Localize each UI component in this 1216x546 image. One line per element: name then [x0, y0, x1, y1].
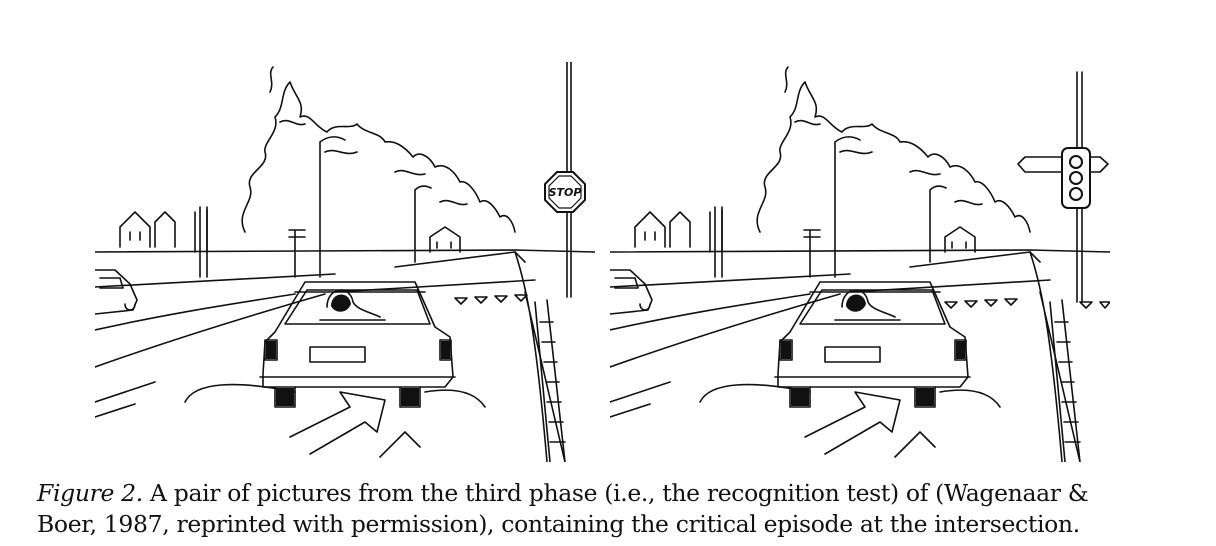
street-lamp-1 [835, 137, 860, 277]
car-wheel-fill-left [276, 388, 294, 406]
road-arrow-3 [895, 432, 935, 457]
caption-line-1: Figure 2. A pair of pictures from the th… [37, 478, 1187, 509]
left-illustration: STOP [95, 62, 595, 462]
caption-line-2: Boer, 1987, reprinted with permission), … [37, 510, 1080, 538]
car-plate [310, 347, 365, 362]
curb [1050, 300, 1080, 462]
curb-hatch [540, 322, 565, 442]
road-left [610, 294, 840, 367]
traffic-light-lamp-middle [1070, 172, 1082, 184]
stop-sign-text: STOP [549, 186, 582, 199]
traffic-light [1062, 148, 1090, 208]
caption-text-1: A pair of pictures from the third phase … [150, 479, 1089, 507]
street-lamp-1 [320, 137, 345, 277]
road-arrow-2 [805, 392, 900, 454]
road-right [1030, 252, 1080, 462]
street-lamp-2 [415, 186, 431, 262]
street-lamp-2 [930, 186, 946, 262]
tree-detail [270, 67, 467, 205]
traffic-light-lamp-top [1070, 156, 1082, 168]
figure-caption: Figure 2. A pair of pictures from the th… [37, 478, 1187, 540]
right-illustration [610, 62, 1110, 462]
traffic-light-housing [1062, 148, 1090, 208]
road-far [910, 252, 1040, 267]
house-center [430, 227, 460, 252]
traffic-light-left [200, 207, 207, 277]
car-driver [320, 290, 385, 320]
car-body [263, 282, 453, 387]
tree-detail [785, 67, 982, 205]
figure-label: Figure 2. [37, 479, 143, 507]
road-arrow-1 [95, 382, 155, 417]
parked-car [95, 270, 137, 314]
small-sign-post [804, 230, 820, 277]
traffic-light-left [715, 207, 722, 277]
car-light-fill-right [441, 341, 450, 359]
road-left [95, 294, 325, 367]
road-arrow-1 [610, 382, 670, 417]
car-light-fill-left [266, 341, 276, 359]
traffic-light-lamp-bottom [1070, 188, 1082, 200]
parked-car [610, 270, 652, 314]
car-wheels [275, 387, 420, 407]
tree-canopy [757, 82, 1030, 232]
car-plate [825, 347, 880, 362]
curb [535, 300, 565, 462]
car-body [778, 282, 968, 387]
car-driver-fill [846, 294, 866, 312]
car-wheel-fill-right [916, 388, 934, 406]
house-center [945, 227, 975, 252]
car-driver-fill [331, 294, 351, 312]
houses-left [120, 210, 207, 252]
right-drawing [610, 62, 1110, 462]
road-far [395, 252, 525, 267]
car-shadow [185, 385, 485, 407]
horizon [610, 250, 1110, 252]
car-window [285, 290, 430, 324]
curb-hatch [1055, 322, 1080, 442]
car-wheels [790, 387, 935, 407]
car-light-fill-right [956, 341, 965, 359]
horizon [95, 250, 595, 252]
tree-canopy [242, 82, 515, 232]
houses-left [635, 210, 722, 252]
stop-sign: STOP [545, 172, 585, 212]
yield-marks [945, 299, 1110, 308]
road-arrow-3 [380, 432, 420, 457]
car-shadow [700, 385, 1000, 407]
left-drawing: STOP [95, 62, 595, 462]
car-window [800, 290, 945, 324]
car-wheel-fill-right [401, 388, 419, 406]
yield-marks [455, 295, 527, 304]
car-wheel-fill-left [791, 388, 809, 406]
car-lights [780, 340, 966, 360]
road-arrow-2 [290, 392, 385, 454]
stop-sign-octagon [545, 172, 585, 212]
direction-sign [1018, 157, 1108, 172]
small-sign-post [289, 230, 305, 277]
road-right [515, 252, 565, 462]
car-driver [835, 290, 900, 320]
car-light-fill-left [781, 341, 791, 359]
car-lights [265, 340, 451, 360]
